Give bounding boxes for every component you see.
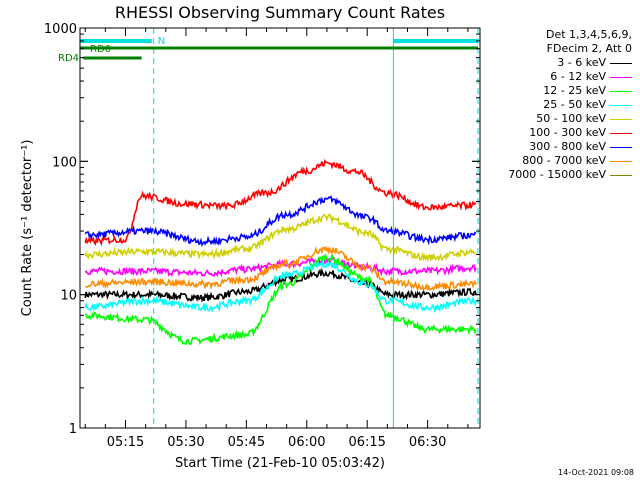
plot-frame [79, 27, 481, 429]
legend-swatch [610, 118, 632, 120]
legend-entry: 6 - 12 keV [470, 70, 632, 84]
series-layer [84, 158, 477, 346]
legend-entry-label: 7000 - 15000 keV [508, 168, 606, 181]
legend-entry: 800 - 7000 keV [470, 154, 632, 168]
legend-entry: 50 - 100 keV [470, 112, 632, 126]
rd4-label: RD4 [58, 53, 79, 64]
timestamp-footer: 14-Oct-2021 09:08 [558, 468, 634, 477]
series-line [84, 158, 477, 247]
legend-entry: 7000 - 15000 keV [470, 168, 632, 182]
y-axis-label: Count Rate (s⁻¹ detector⁻¹) [20, 140, 35, 317]
legend-header-line-2: FDecim 2, Att 0 [546, 42, 632, 55]
legend-entry: 12 - 25 keV [470, 84, 632, 98]
y-tick-label: 1 [69, 422, 77, 437]
x-tick-label: 05:45 [228, 435, 265, 450]
legend: Det 1,3,4,5,6,9, FDecim 2, Att 0 3 - 6 k… [470, 28, 632, 182]
legend-swatch [610, 146, 632, 148]
legend-entry-label: 300 - 800 keV [529, 140, 606, 153]
legend-swatch [610, 90, 632, 92]
legend-entry-label: 25 - 50 keV [543, 98, 606, 111]
x-tick-label: 06:00 [288, 435, 325, 450]
n-marker-label: N [158, 36, 165, 47]
legend-entry-label: 12 - 25 keV [543, 84, 606, 97]
series-line [84, 195, 477, 248]
series-line [84, 245, 477, 292]
series-line [84, 252, 477, 346]
legend-entry: 100 - 300 keV [470, 126, 632, 140]
legend-entry: 25 - 50 keV [470, 98, 632, 112]
y-axis: 1 10 100 1000 [44, 22, 480, 437]
chart-title: RHESSI Observing Summary Count Rates [115, 3, 445, 22]
legend-swatch [610, 160, 632, 162]
legend-entry-label: 50 - 100 keV [536, 112, 606, 125]
legend-swatch [610, 104, 632, 106]
legend-entry-label: 800 - 7000 keV [522, 154, 606, 167]
legend-entry-label: 100 - 300 keV [529, 126, 606, 139]
legend-entry: 300 - 800 keV [470, 140, 632, 154]
legend-entry-label: 6 - 12 keV [550, 70, 606, 83]
x-axis: 05:15 05:30 05:45 06:00 06:15 06:30 [84, 28, 469, 450]
marker-layer: N RD0 RD4 [58, 28, 479, 428]
legend-header-line-1: Det 1,3,4,5,6,9, [545, 28, 632, 41]
legend-swatch [610, 174, 632, 176]
x-tick-label: 06:30 [409, 435, 446, 450]
y-tick-label: 100 [52, 155, 77, 170]
legend-entry-label: 3 - 6 keV [557, 56, 606, 69]
x-tick-label: 05:30 [167, 435, 204, 450]
series-line [84, 213, 477, 263]
legend-swatch [610, 76, 632, 78]
rd0-label: RD0 [90, 44, 111, 55]
legend-swatch [610, 62, 632, 64]
x-axis-label: Start Time (21-Feb-10 05:03:42) [175, 456, 385, 471]
legend-entries: 3 - 6 keV 6 - 12 keV 12 - 25 keV 25 - 50 ke… [470, 56, 632, 182]
series-line [84, 260, 477, 314]
x-tick-label: 06:15 [348, 435, 385, 450]
legend-swatch [610, 132, 632, 134]
y-tick-label: 10 [60, 289, 77, 304]
x-tick-label: 05:15 [107, 435, 144, 450]
y-tick-label: 1000 [44, 22, 77, 37]
legend-entry: 3 - 6 keV [470, 56, 632, 70]
